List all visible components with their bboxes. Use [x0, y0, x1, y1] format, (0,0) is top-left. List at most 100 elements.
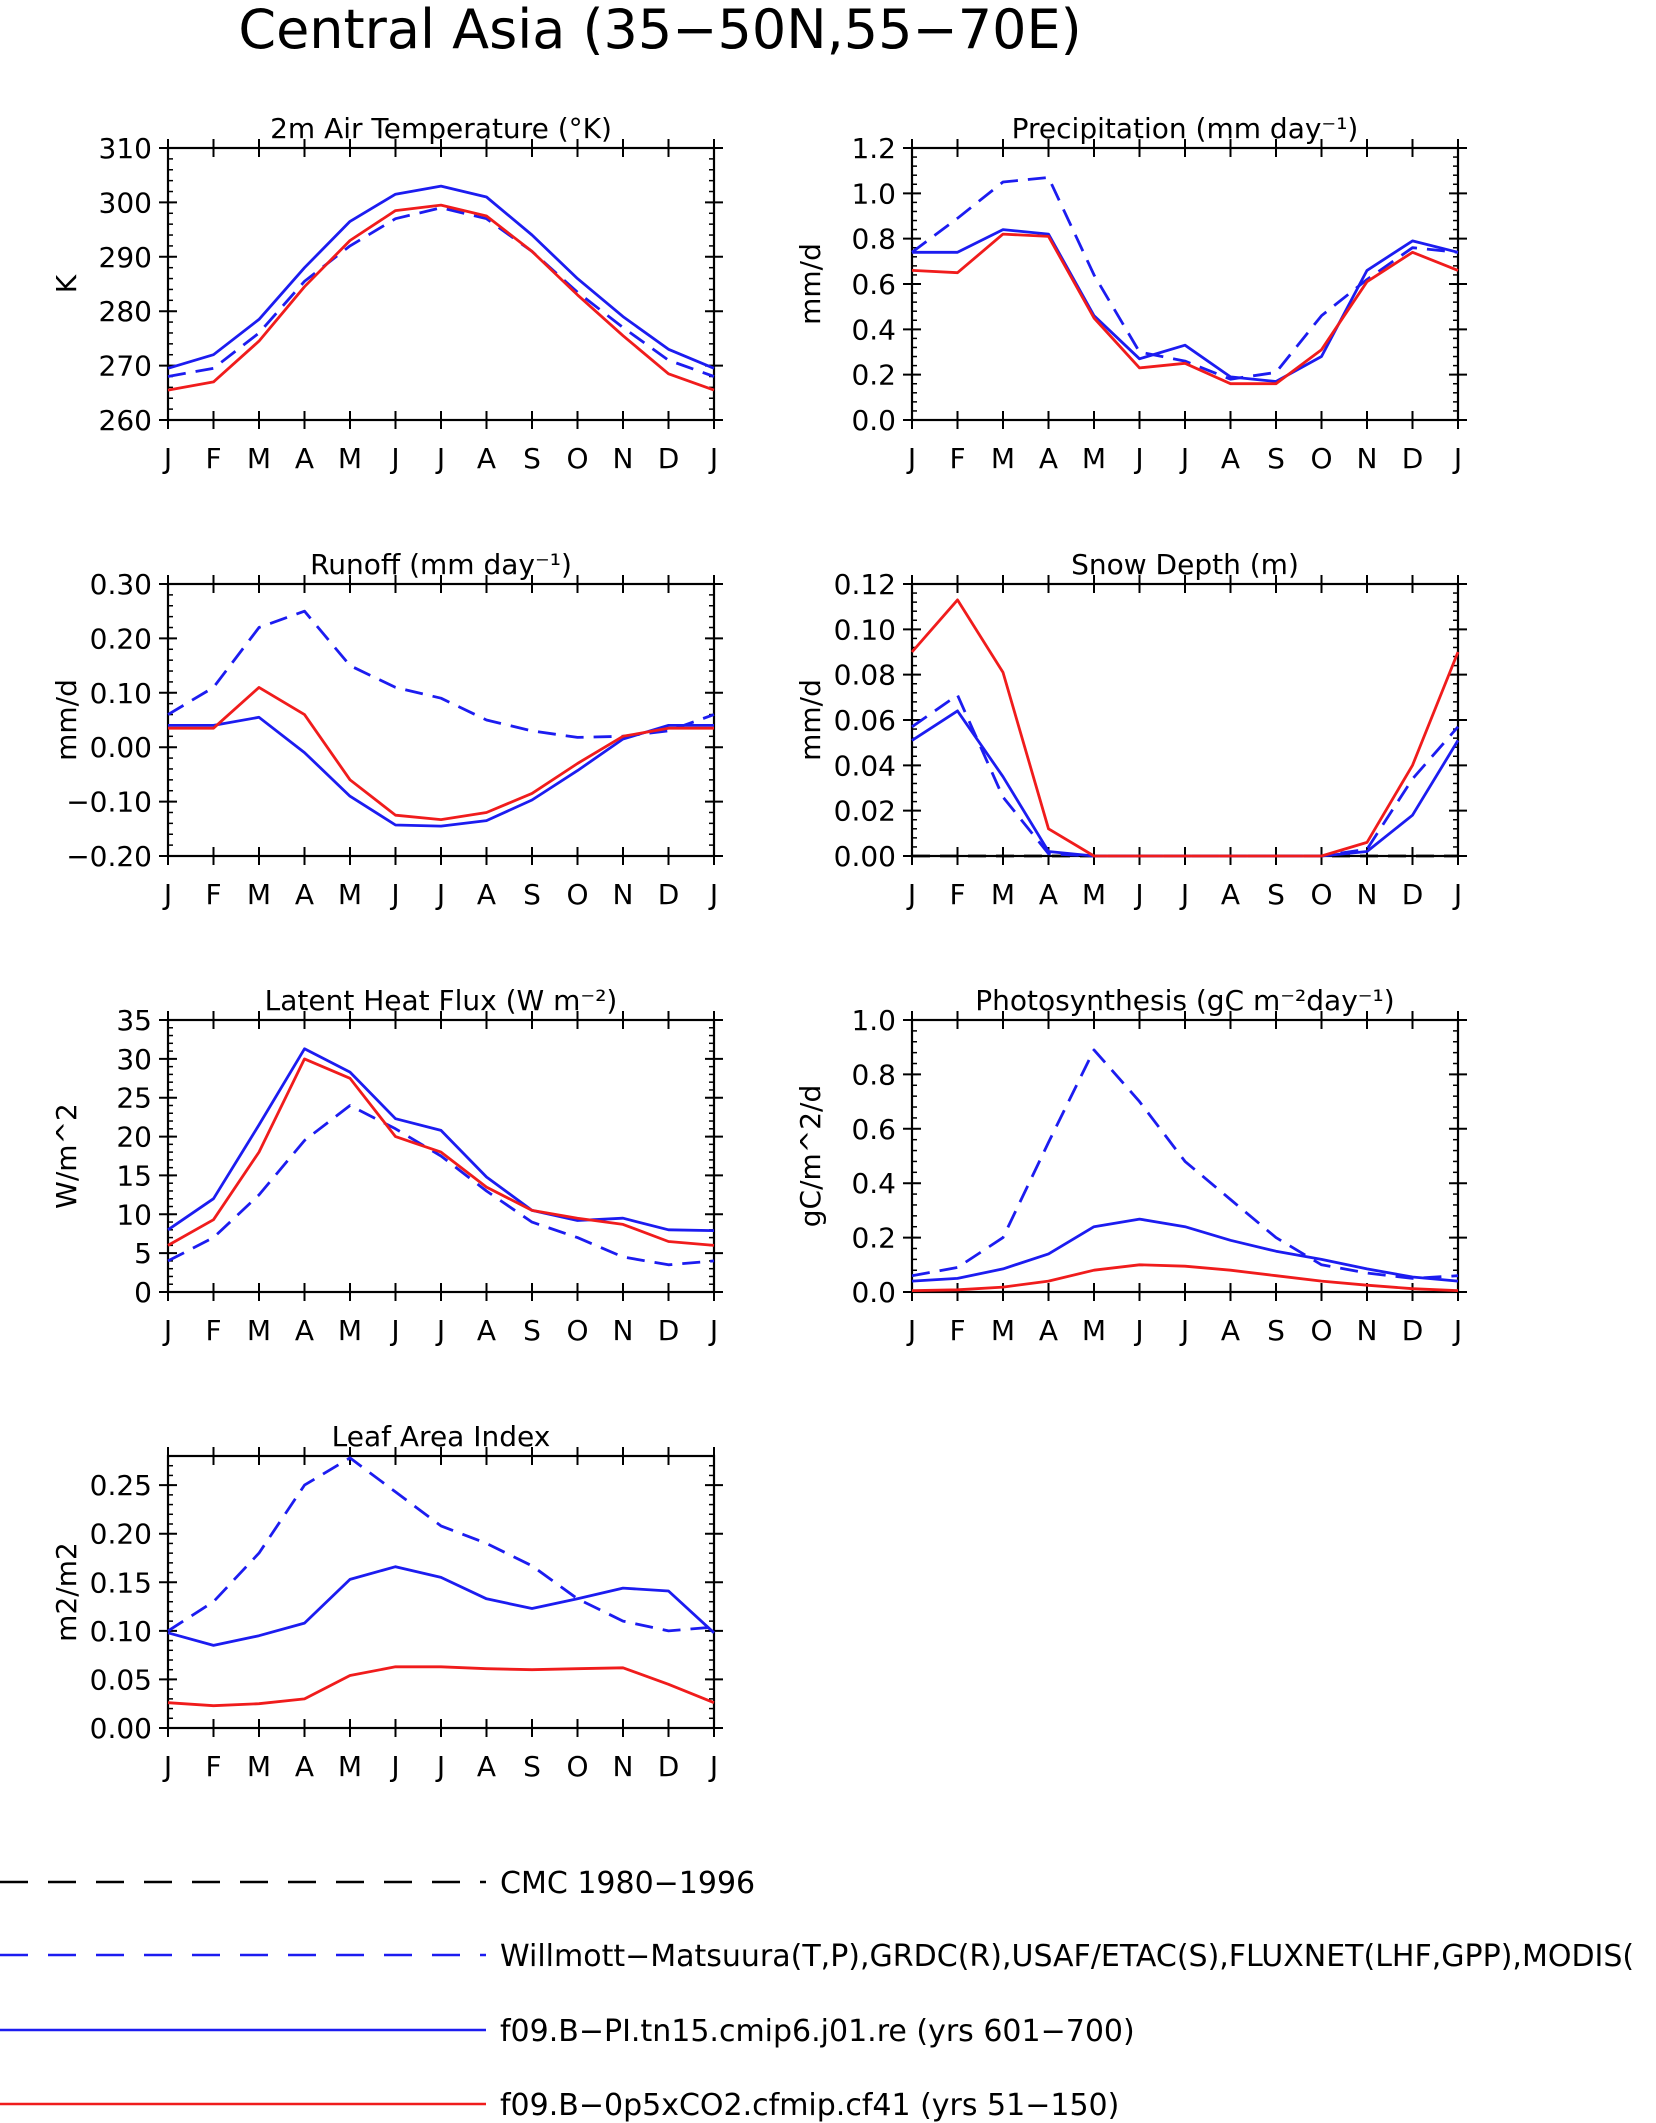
y-tick-label: 20 — [116, 1121, 152, 1154]
series-line — [911, 1263, 1459, 1292]
y-tick-label: 0.4 — [851, 313, 896, 346]
legend-label: f09.B−PI.tn15.cmip6.j01.re (yrs 601−700) — [500, 2014, 1135, 2049]
x-tick-label: A — [1221, 1314, 1240, 1347]
series-line — [168, 686, 714, 821]
panel-5: Photosynthesis (gC m⁻²day⁻¹)gC/m^2/d0.00… — [794, 984, 1467, 1347]
figure-title: Central Asia (35−50N,55−70E) — [238, 0, 1081, 61]
x-tick-label: N — [613, 1750, 634, 1783]
x-tick-label: O — [1310, 1314, 1332, 1347]
x-tick-label: F — [205, 878, 221, 911]
y-tick-label: 0.6 — [851, 1113, 896, 1146]
x-tick-label: A — [1221, 442, 1240, 475]
panel-4: Latent Heat Flux (W m⁻²)W/m^205101520253… — [50, 984, 723, 1347]
y-tick-label: 1.0 — [851, 1004, 896, 1037]
x-tick-label: M — [338, 442, 362, 475]
y-tick-label: 0.25 — [90, 1469, 152, 1502]
y-tick-label: 310 — [99, 132, 152, 165]
x-tick-label: J — [435, 1750, 445, 1783]
panel-1: Precipitation (mm day⁻¹)mm/d0.00.20.40.6… — [794, 112, 1467, 475]
x-tick-label: F — [949, 442, 965, 475]
plot-frame — [910, 1018, 1460, 1294]
y-tick-label: 0.04 — [834, 749, 896, 782]
x-tick-label: D — [1402, 1314, 1424, 1347]
x-tick-label: F — [205, 1750, 221, 1783]
x-tick-label: J — [1452, 442, 1462, 475]
y-axis-label: mm/d — [794, 243, 827, 325]
x-tick-label: A — [477, 1750, 496, 1783]
x-tick-label: O — [1310, 878, 1332, 911]
x-tick-label: A — [1039, 442, 1058, 475]
plot-frame — [166, 146, 716, 422]
x-tick-label: N — [1357, 878, 1378, 911]
x-tick-label: M — [991, 1314, 1015, 1347]
x-tick-label: D — [658, 1750, 680, 1783]
series-line — [911, 176, 1459, 381]
x-tick-label: J — [389, 1314, 399, 1347]
y-axis-label: mm/d — [50, 679, 83, 761]
legend: CMC 1980−1996 Willmott−Matsuura(T,P),GRDC… — [0, 1866, 1634, 2123]
x-tick-label: D — [1402, 442, 1424, 475]
y-tick-label: 30 — [116, 1043, 152, 1076]
y-tick-label: −0.10 — [66, 786, 152, 819]
x-tick-label: M — [1082, 1314, 1106, 1347]
x-tick-label: J — [389, 878, 399, 911]
y-tick-label: 5 — [134, 1237, 152, 1270]
y-tick-label: 290 — [99, 241, 152, 274]
x-tick-label: M — [991, 442, 1015, 475]
x-tick-label: A — [295, 1314, 314, 1347]
series-line — [167, 206, 715, 378]
x-tick-label: A — [1221, 878, 1240, 911]
y-tick-label: 1.2 — [851, 132, 896, 165]
x-tick-label: S — [1267, 878, 1285, 911]
x-tick-label: J — [162, 442, 172, 475]
y-tick-label: 270 — [99, 350, 152, 383]
x-tick-label: A — [295, 878, 314, 911]
legend-label: Willmott−Matsuura(T,P),GRDC(R),USAF/ETAC… — [500, 1939, 1634, 1974]
series-line — [911, 1048, 1459, 1280]
series-line — [167, 1565, 715, 1647]
panel-0: 2m Air Temperature (°K)K2602702802903003… — [50, 112, 723, 475]
y-tick-label: 300 — [99, 186, 152, 219]
y-tick-label: 0.10 — [90, 1615, 152, 1648]
x-tick-label: O — [566, 878, 588, 911]
x-tick-label: O — [566, 442, 588, 475]
x-tick-label: A — [295, 1750, 314, 1783]
x-tick-label: J — [162, 878, 172, 911]
x-tick-label: M — [338, 1750, 362, 1783]
legend-label: f09.B−0p5xCO2.cfmip.cf41 (yrs 51−150) — [500, 2088, 1119, 2123]
x-tick-label: M — [247, 442, 271, 475]
x-tick-label: D — [658, 442, 680, 475]
y-tick-label: 25 — [116, 1082, 152, 1115]
x-tick-label: N — [1357, 1314, 1378, 1347]
y-tick-label: 0.08 — [834, 659, 896, 692]
x-tick-label: M — [247, 1750, 271, 1783]
y-tick-label: 0.6 — [851, 268, 896, 301]
x-tick-label: J — [708, 1314, 718, 1347]
y-tick-label: 0.15 — [90, 1566, 152, 1599]
x-tick-label: M — [1082, 442, 1106, 475]
y-axis-label: W/m^2 — [50, 1103, 83, 1209]
x-tick-label: J — [435, 878, 445, 911]
y-tick-label: 0.00 — [90, 731, 152, 764]
x-tick-label: F — [949, 1314, 965, 1347]
series-line — [910, 598, 1460, 858]
y-tick-label: 0.10 — [834, 613, 896, 646]
x-tick-label: O — [566, 1750, 588, 1783]
x-tick-label: J — [435, 442, 445, 475]
x-tick-label: S — [523, 442, 541, 475]
x-tick-label: J — [389, 442, 399, 475]
x-tick-label: O — [1310, 442, 1332, 475]
y-tick-label: 0 — [134, 1276, 152, 1309]
plot-frame — [910, 582, 1460, 858]
y-tick-label: 0.20 — [90, 622, 152, 655]
y-tick-label: 0.12 — [834, 568, 896, 601]
x-tick-label: J — [1179, 1314, 1189, 1347]
y-tick-label: 0.0 — [851, 404, 896, 437]
y-tick-label: 260 — [99, 404, 152, 437]
x-tick-label: A — [1039, 1314, 1058, 1347]
plot-frame — [910, 146, 1460, 422]
y-tick-label: 35 — [116, 1004, 152, 1037]
x-tick-label: O — [566, 1314, 588, 1347]
x-tick-label: J — [1133, 878, 1143, 911]
